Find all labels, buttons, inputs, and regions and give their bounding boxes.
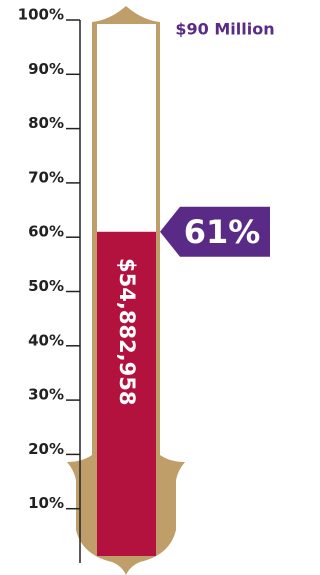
- raised-amount: $54,882,958: [115, 258, 139, 405]
- goal-label: $90 Million: [175, 20, 274, 39]
- percent-label: 61%: [184, 213, 261, 251]
- y-tick-label: 100%: [18, 6, 64, 24]
- y-tick-label: 60%: [28, 223, 64, 241]
- y-tick-label: 30%: [28, 386, 64, 404]
- y-tick-label: 90%: [28, 60, 64, 78]
- y-tick-label: 80%: [28, 114, 64, 132]
- y-tick-label: 40%: [28, 331, 64, 349]
- y-tick-label: 10%: [28, 494, 64, 512]
- y-tick-label: 70%: [28, 168, 64, 186]
- y-tick-label: 20%: [28, 440, 64, 458]
- y-tick-label: 50%: [28, 277, 64, 295]
- thermometer-chart: $90 Million 10% 20% 30% 40% 50% 60% 70% 80% 90% 1…: [0, 0, 299, 575]
